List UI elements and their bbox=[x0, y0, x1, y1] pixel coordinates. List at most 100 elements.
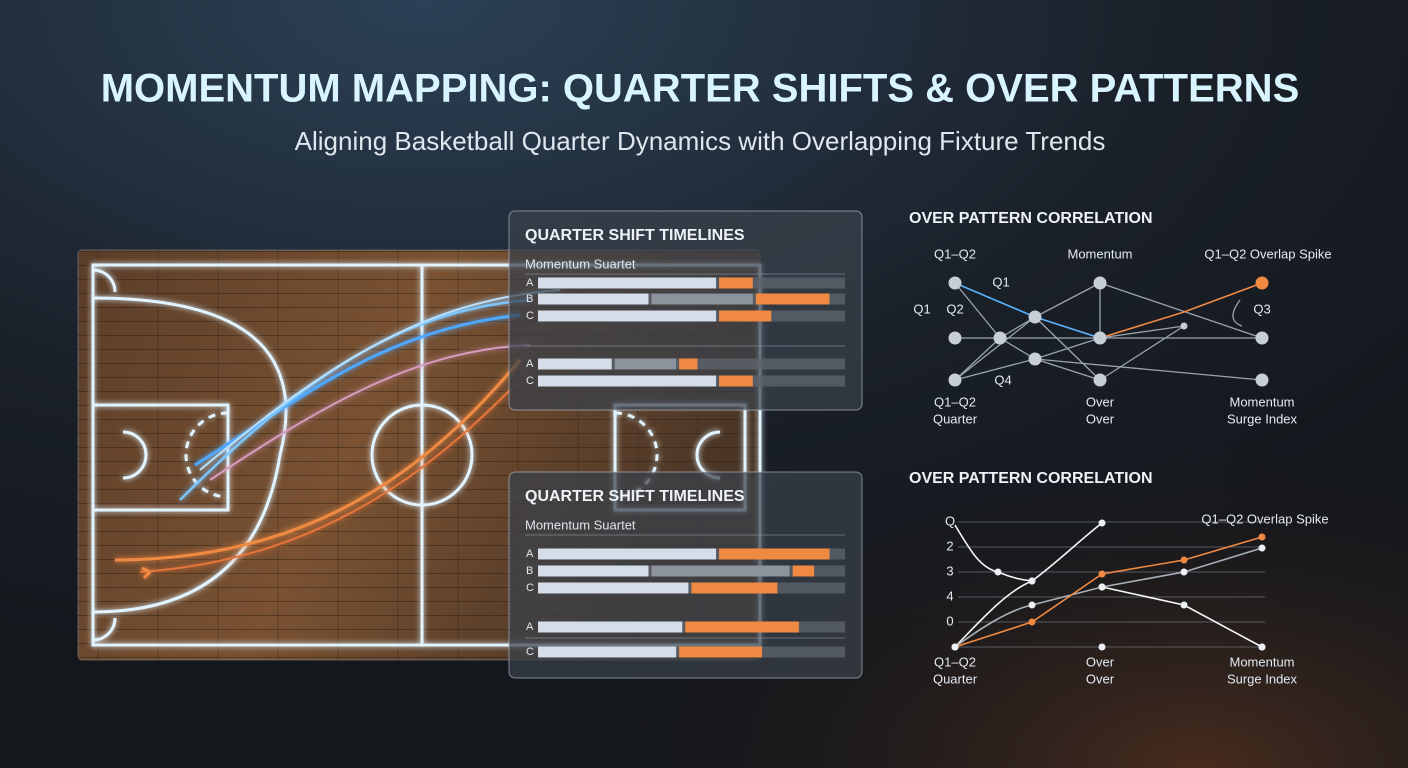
trend-annotation: Q1–Q2 Overlap Spike bbox=[1201, 511, 1328, 526]
trend-point bbox=[1258, 544, 1266, 552]
light-segment bbox=[538, 565, 649, 577]
trend-point bbox=[1028, 601, 1036, 609]
light-segment bbox=[538, 277, 717, 289]
trend-point bbox=[1028, 577, 1036, 585]
network-node bbox=[1093, 276, 1107, 290]
trend-axis-label: 2 bbox=[946, 538, 953, 553]
network-label: Q1 bbox=[913, 301, 930, 316]
network-label: Over bbox=[1086, 411, 1115, 426]
network-label: Over bbox=[1086, 394, 1115, 409]
trend-label: Over bbox=[1086, 671, 1115, 686]
network-edge bbox=[954, 282, 1001, 339]
network-edge bbox=[999, 337, 1036, 360]
network-label: Q1–Q2 bbox=[934, 394, 976, 409]
trend-label: Momentum bbox=[1229, 654, 1294, 669]
orange-segment bbox=[679, 358, 698, 370]
trend-label: Over bbox=[1086, 654, 1115, 669]
network-label: Q1 bbox=[992, 274, 1009, 289]
network-edge bbox=[1099, 325, 1185, 339]
row-label: C bbox=[526, 582, 534, 594]
trend-panel: OVER PATTERN CORRELATION Q 2 3 4 0 Q1–Q2 Overl… bbox=[909, 470, 1329, 686]
network-label: Quarter bbox=[933, 411, 978, 426]
light-segment bbox=[538, 310, 717, 322]
trend-point bbox=[1258, 643, 1266, 651]
light-segment bbox=[538, 375, 717, 387]
trend-label: Surge Index bbox=[1227, 671, 1298, 686]
title: MOMENTUM MAPPING: QUARTER SHIFTS & OVER … bbox=[101, 67, 1300, 111]
light-segment bbox=[538, 621, 683, 633]
network-node bbox=[948, 373, 962, 387]
orange-segment bbox=[719, 310, 772, 322]
row-label: C bbox=[526, 310, 534, 322]
trend-title: OVER PATTERN CORRELATION bbox=[909, 470, 1153, 487]
trend-point bbox=[1098, 519, 1106, 527]
trend-label: Q1–Q2 bbox=[934, 654, 976, 669]
network-edge-curve bbox=[1232, 299, 1243, 327]
network-edge bbox=[1099, 282, 1263, 339]
row-label: C bbox=[526, 375, 534, 387]
gray-segment bbox=[651, 293, 753, 305]
light-segment bbox=[538, 293, 649, 305]
network-edge bbox=[1034, 358, 1101, 381]
timeline-panels: QUARTER SHIFT TIMELINES Momentum Suartet A… bbox=[508, 210, 863, 679]
trend-label: Quarter bbox=[933, 671, 978, 686]
network-edge bbox=[999, 316, 1036, 339]
panel-title: QUARTER SHIFT TIMELINES bbox=[525, 488, 745, 505]
network-edge bbox=[954, 358, 1036, 381]
trend-point bbox=[1180, 601, 1188, 609]
trend-axis-label: Q bbox=[945, 513, 955, 528]
trend-point bbox=[1098, 583, 1106, 591]
network-label: Q2 bbox=[946, 301, 963, 316]
trend-axis-label: 0 bbox=[946, 613, 953, 628]
network-node bbox=[1028, 310, 1042, 324]
network-node bbox=[1093, 331, 1107, 345]
network-node bbox=[1255, 373, 1269, 387]
subtitle: Aligning Basketball Quarter Dynamics wit… bbox=[295, 126, 1106, 156]
trend-point bbox=[951, 643, 959, 651]
orange-segment bbox=[792, 565, 815, 577]
network-edge bbox=[954, 337, 1001, 381]
network-edge-spike bbox=[1099, 282, 1263, 339]
light-segment bbox=[538, 582, 689, 594]
row-label: A bbox=[526, 277, 534, 289]
orange-segment bbox=[719, 375, 753, 387]
orange-segment bbox=[755, 293, 830, 305]
network-title: OVER PATTERN CORRELATION bbox=[909, 210, 1153, 227]
network-label: Q4 bbox=[994, 372, 1011, 387]
row-label: B bbox=[526, 565, 533, 577]
network-node bbox=[1093, 373, 1107, 387]
network-label: Surge Index bbox=[1227, 411, 1298, 426]
trend-axis-label: 3 bbox=[946, 563, 953, 578]
network-node bbox=[1028, 352, 1042, 366]
trend-point bbox=[1098, 643, 1106, 651]
trend-point bbox=[1258, 533, 1266, 541]
light-segment bbox=[538, 548, 717, 560]
orange-segment bbox=[685, 621, 799, 633]
row-label: A bbox=[526, 621, 534, 633]
network-edge bbox=[1034, 358, 1263, 381]
trend-point bbox=[1028, 618, 1036, 626]
network-node bbox=[1255, 331, 1269, 345]
trend-point bbox=[1180, 556, 1188, 564]
network-node bbox=[948, 331, 962, 345]
network-edge bbox=[1034, 282, 1101, 318]
row-label: A bbox=[526, 358, 534, 370]
row-label: C bbox=[526, 646, 534, 658]
row-label: B bbox=[526, 293, 533, 305]
orange-segment bbox=[691, 582, 778, 594]
panel-subtitle: Momentum Suartet bbox=[525, 517, 636, 532]
network-label: Q1–Q2 bbox=[934, 246, 976, 261]
orange-segment bbox=[719, 277, 753, 289]
network-node bbox=[993, 331, 1007, 345]
network-label: Q3 bbox=[1253, 301, 1270, 316]
network-edge bbox=[954, 316, 1036, 381]
network-node bbox=[1255, 276, 1269, 290]
gray-segment bbox=[614, 358, 677, 370]
row-label: A bbox=[526, 548, 534, 560]
trend-line bbox=[954, 547, 1263, 648]
network-label: Momentum bbox=[1229, 394, 1294, 409]
light-segment bbox=[538, 358, 612, 370]
panel-title: QUARTER SHIFT TIMELINES bbox=[525, 227, 745, 244]
network-panel: OVER PATTERN CORRELATION Q1–Q2 Momentum Q1–… bbox=[909, 210, 1332, 426]
